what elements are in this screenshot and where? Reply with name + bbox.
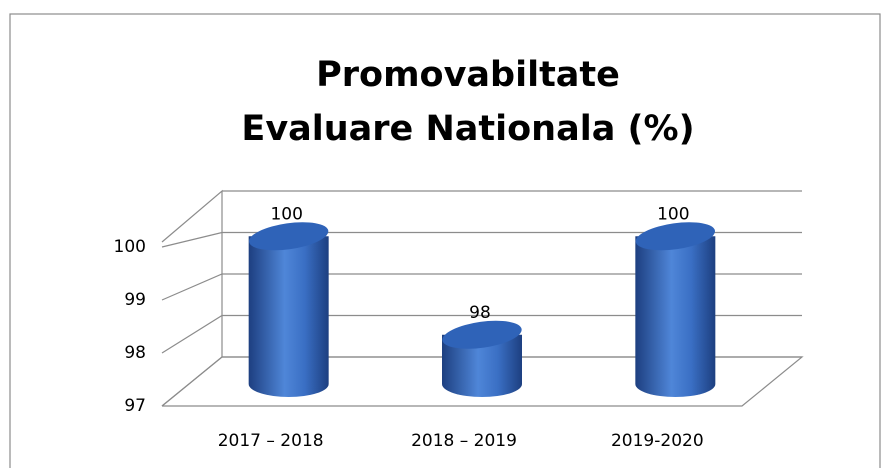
chart-title: Evaluare Nationala (%): [241, 109, 694, 149]
x-tick-label: 2018 – 2019: [411, 431, 517, 451]
bar-part: [635, 222, 715, 251]
bar-part: [442, 320, 522, 349]
data-label: 98: [469, 303, 491, 323]
data-label: 100: [270, 204, 302, 224]
grid-line: [161, 273, 802, 301]
y-tick-label: 99: [124, 290, 146, 310]
y-tick-label: 98: [124, 343, 146, 363]
bar: [248, 222, 329, 397]
chart-frame: [9, 13, 881, 468]
y-tick-label: 97: [124, 396, 146, 416]
chart-title: Promovabiltate: [316, 55, 620, 95]
grid-line: [161, 314, 802, 354]
bar-part: [635, 236, 716, 398]
x-tick-label: 2019-2020: [611, 431, 704, 451]
data-label: 100: [657, 204, 689, 224]
y-tick-label: 100: [114, 237, 146, 257]
grid-line: [161, 356, 802, 407]
bar-part: [442, 334, 522, 397]
bar: [635, 222, 716, 398]
bar-part: [249, 222, 329, 251]
grid-line: [161, 231, 802, 248]
bar: [442, 320, 522, 397]
x-tick-label: 2017 – 2018: [218, 431, 324, 451]
bar-part: [248, 236, 329, 397]
